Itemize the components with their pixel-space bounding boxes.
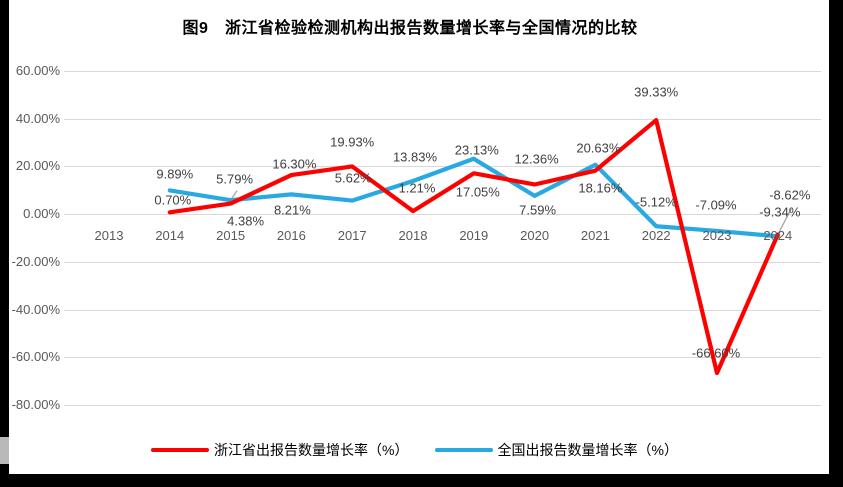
x-axis-tick-label: 2017 — [337, 228, 367, 243]
y-axis-tick-label: 20.00% — [15, 158, 60, 174]
data-point-label: 23.13% — [454, 142, 499, 158]
left-scrollbar-thumb[interactable] — [0, 437, 9, 464]
x-axis-tick-label: 2015 — [216, 228, 246, 243]
data-point-label: 18.16% — [578, 180, 623, 196]
x-axis-tick-label: 2014 — [155, 228, 185, 243]
data-point-label: -5.12% — [635, 194, 677, 210]
x-axis-tick-label: 2021 — [580, 228, 610, 243]
data-point-label: 5.79% — [216, 171, 254, 187]
x-axis-tick-label: 2023 — [702, 228, 732, 243]
legend-item-national[interactable]: 全国出报告数量增长率（%） — [434, 440, 678, 460]
data-point-label: -66.60% — [691, 345, 741, 361]
data-point-label: -9.34% — [759, 204, 801, 220]
y-axis-tick-label: 40.00% — [15, 110, 60, 126]
national-series-line[interactable] — [167, 156, 780, 239]
y-axis-tick-label: -40.00% — [11, 301, 60, 317]
data-point-label: -8.62% — [769, 187, 811, 203]
legend-label-national: 全国出报告数量增长率（%） — [497, 442, 678, 458]
x-axis-tick-label: 2019 — [459, 228, 489, 243]
chart-title: 图9 浙江省检验检测机构出报告数量增长率与全国情况的比较 — [182, 20, 638, 37]
zhejiang-series-line[interactable] — [167, 117, 780, 376]
zhejiang-line-swatch — [151, 448, 210, 452]
x-axis-tick-label: 2020 — [520, 228, 550, 243]
bottom-black-border — [0, 474, 843, 487]
right-black-border — [829, 0, 843, 487]
x-axis-tick-label: 2024 — [763, 228, 793, 243]
legend-label-zhejiang: 浙江省出报告数量增长率（%） — [214, 442, 409, 458]
data-point-label: 7.59% — [519, 202, 557, 218]
y-axis-tick-label: -80.00% — [11, 397, 60, 412]
data-point-label: 13.83% — [392, 149, 438, 165]
data-point-label: 9.89% — [156, 166, 194, 182]
data-point-label: -7.09% — [695, 197, 737, 213]
data-point-label: 39.33% — [634, 84, 679, 100]
data-point-label: 12.36% — [514, 151, 559, 167]
x-axis-tick-label: 2016 — [276, 228, 306, 243]
legend-item-zhejiang[interactable]: 浙江省出报告数量增长率（%） — [151, 440, 409, 460]
left-black-border — [0, 0, 9, 487]
y-axis-tick-label: 0.00% — [23, 206, 60, 221]
data-point-label: 0.70% — [154, 192, 192, 208]
data-point-label: 17.05% — [455, 184, 500, 200]
data-point-label: 16.30% — [272, 156, 317, 172]
data-point-label: 19.93% — [330, 134, 375, 150]
data-point-label: 4.38% — [227, 213, 265, 229]
y-axis-tick-label: -20.00% — [11, 253, 60, 269]
data-point-label: 1.21% — [398, 180, 436, 196]
x-axis-tick-label: 2013 — [94, 228, 124, 243]
y-axis-tick-label: -60.00% — [11, 349, 60, 365]
x-axis-tick-label: 2022 — [641, 228, 671, 243]
data-point-label: 8.21% — [273, 202, 311, 218]
data-point-label: 20.63% — [576, 140, 621, 156]
y-axis-tick-label: 60.00% — [15, 62, 60, 78]
x-axis-tick-label: 2018 — [398, 228, 428, 243]
data-point-label: 5.62% — [334, 170, 372, 186]
national-line-swatch — [434, 448, 493, 452]
chart-legend: 浙江省出报告数量增长率（%） 全国出报告数量增长率（%） — [0, 438, 829, 462]
data-label-leader-line — [777, 208, 792, 235]
